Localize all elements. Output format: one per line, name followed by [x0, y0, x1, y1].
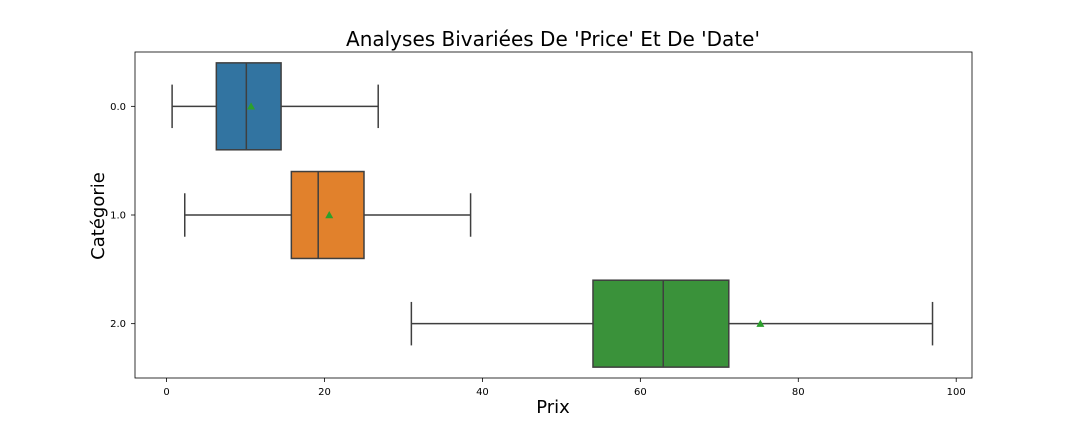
- box-iqr: [592, 279, 730, 368]
- x-tick-label: 80: [792, 387, 805, 398]
- x-tick-label: 20: [318, 387, 331, 398]
- box-group-0-0: [171, 62, 379, 151]
- box-iqr: [215, 62, 282, 151]
- chart-title: Analyses Bivariées De 'Price' Et De 'Dat…: [346, 27, 760, 51]
- y-tick-label: 1.0: [110, 211, 126, 222]
- x-axis-label: Prix: [536, 397, 570, 418]
- box-group-2-0: [410, 279, 934, 368]
- x-tick-label: 40: [476, 387, 489, 398]
- x-tick-label: 60: [634, 387, 647, 398]
- y-tick-label: 0.0: [110, 102, 126, 113]
- y-tick-label: 2.0: [110, 319, 126, 330]
- x-tick-label: 0: [163, 387, 169, 398]
- mean-marker: [247, 102, 256, 110]
- mean-marker: [325, 211, 334, 219]
- plot-area: [134, 51, 973, 379]
- x-axis-ticks: 0 20 40 60 80 100: [163, 378, 966, 398]
- x-tick-label: 100: [947, 387, 966, 398]
- mean-marker: [756, 319, 765, 327]
- y-axis-ticks: 0.0 1.0 2.0: [110, 102, 135, 330]
- box-group-1-0: [183, 170, 472, 260]
- y-axis-label: Catégorie: [88, 172, 109, 260]
